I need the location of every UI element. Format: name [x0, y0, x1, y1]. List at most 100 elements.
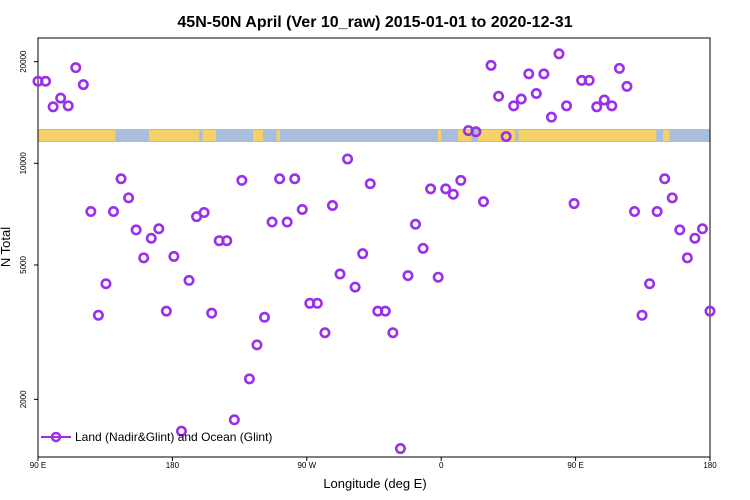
- y-tick-label: 10000: [19, 152, 28, 175]
- data-point: [342, 153, 354, 165]
- data-point: [666, 192, 678, 204]
- data-point: [485, 59, 497, 71]
- chart-title: 45N-50N April (Ver 10_raw) 2015-01-01 to…: [177, 14, 572, 31]
- data-point: [523, 68, 535, 80]
- legend-label: Land (Nadir&Glint) and Ocean (Glint): [75, 430, 272, 444]
- data-point: [319, 327, 331, 339]
- data-point: [175, 425, 187, 437]
- data-point: [55, 92, 67, 104]
- x-tick-label: 180: [166, 461, 180, 470]
- data-point: [266, 216, 278, 228]
- data-point: [538, 68, 550, 80]
- data-point: [493, 90, 505, 102]
- data-point: [644, 278, 656, 290]
- data-point: [138, 252, 150, 264]
- data-point: [394, 443, 406, 455]
- data-point: [296, 203, 308, 215]
- data-point: [568, 198, 580, 210]
- data-point: [243, 373, 255, 385]
- data-point: [447, 188, 459, 200]
- data-point: [40, 75, 52, 87]
- data-point: [108, 205, 120, 217]
- data-point: [598, 94, 610, 106]
- map-strip-land: [478, 130, 516, 141]
- data-point: [77, 79, 89, 91]
- data-point: [274, 173, 286, 185]
- data-point: [425, 183, 437, 195]
- map-strip-land: [437, 130, 442, 141]
- data-point: [115, 173, 127, 185]
- data-point: [455, 174, 467, 186]
- data-point: [289, 173, 301, 185]
- data-point: [530, 87, 542, 99]
- map-strip-land: [253, 130, 264, 141]
- x-axis-ticks: 90 E 180 90 W 0 90 E 180: [30, 457, 717, 470]
- x-tick-label: 90 W: [297, 461, 316, 470]
- data-point: [636, 309, 648, 321]
- map-strip-land: [662, 130, 670, 141]
- data-point: [70, 62, 82, 74]
- map-strip-land: [148, 130, 200, 141]
- data-point: [410, 218, 422, 230]
- y-tick-label: 20000: [19, 50, 28, 73]
- data-point: [236, 174, 248, 186]
- data-point: [281, 216, 293, 228]
- data-point: [440, 183, 452, 195]
- data-point: [349, 281, 361, 293]
- data-point: [259, 311, 271, 323]
- map-strip-land: [202, 130, 217, 141]
- data-point: [591, 101, 603, 113]
- data-point: [364, 178, 376, 190]
- map-strip-land: [518, 130, 657, 141]
- data-point: [228, 414, 240, 426]
- data-point: [168, 250, 180, 262]
- x-tick-label: 180: [703, 461, 717, 470]
- map-strip-land: [38, 130, 116, 141]
- data-point: [674, 224, 686, 236]
- data-point: [553, 48, 565, 60]
- data-point: [47, 101, 59, 113]
- plot-frame: [37, 37, 711, 458]
- data-points: [32, 48, 716, 455]
- data-point: [704, 305, 716, 317]
- data-point: [160, 305, 172, 317]
- data-point: [379, 305, 391, 317]
- data-point: [545, 111, 557, 123]
- x-axis-label: Longitude (deg E): [323, 476, 426, 491]
- legend: Land (Nadir&Glint) and Ocean (Glint): [41, 430, 272, 444]
- map-strip: [38, 129, 710, 142]
- data-point: [326, 200, 338, 212]
- data-point: [251, 339, 263, 351]
- y-tick-label: 2000: [19, 390, 28, 408]
- x-tick-label: 90 E: [567, 461, 583, 470]
- data-point: [583, 74, 595, 86]
- data-point: [659, 173, 671, 185]
- map-strip-land: [276, 130, 280, 141]
- data-point: [613, 62, 625, 74]
- data-point: [123, 192, 135, 204]
- data-point: [183, 274, 195, 286]
- data-point: [62, 100, 74, 112]
- data-point: [130, 224, 142, 236]
- data-point: [628, 205, 640, 217]
- data-point: [508, 100, 520, 112]
- data-point: [651, 205, 663, 217]
- data-point: [561, 100, 573, 112]
- data-point: [387, 327, 399, 339]
- data-point: [477, 196, 489, 208]
- data-point: [357, 248, 369, 260]
- data-point: [432, 271, 444, 283]
- data-point: [85, 205, 97, 217]
- data-point: [417, 242, 429, 254]
- data-point: [221, 235, 233, 247]
- y-axis-ticks: 2000 5000 10000 20000: [19, 50, 38, 408]
- data-point: [689, 232, 701, 244]
- legend-marker: [50, 431, 62, 443]
- data-point: [153, 223, 165, 235]
- data-point: [198, 207, 210, 219]
- data-point: [515, 93, 527, 105]
- data-point: [621, 80, 633, 92]
- data-point: [681, 252, 693, 264]
- data-point: [500, 131, 512, 143]
